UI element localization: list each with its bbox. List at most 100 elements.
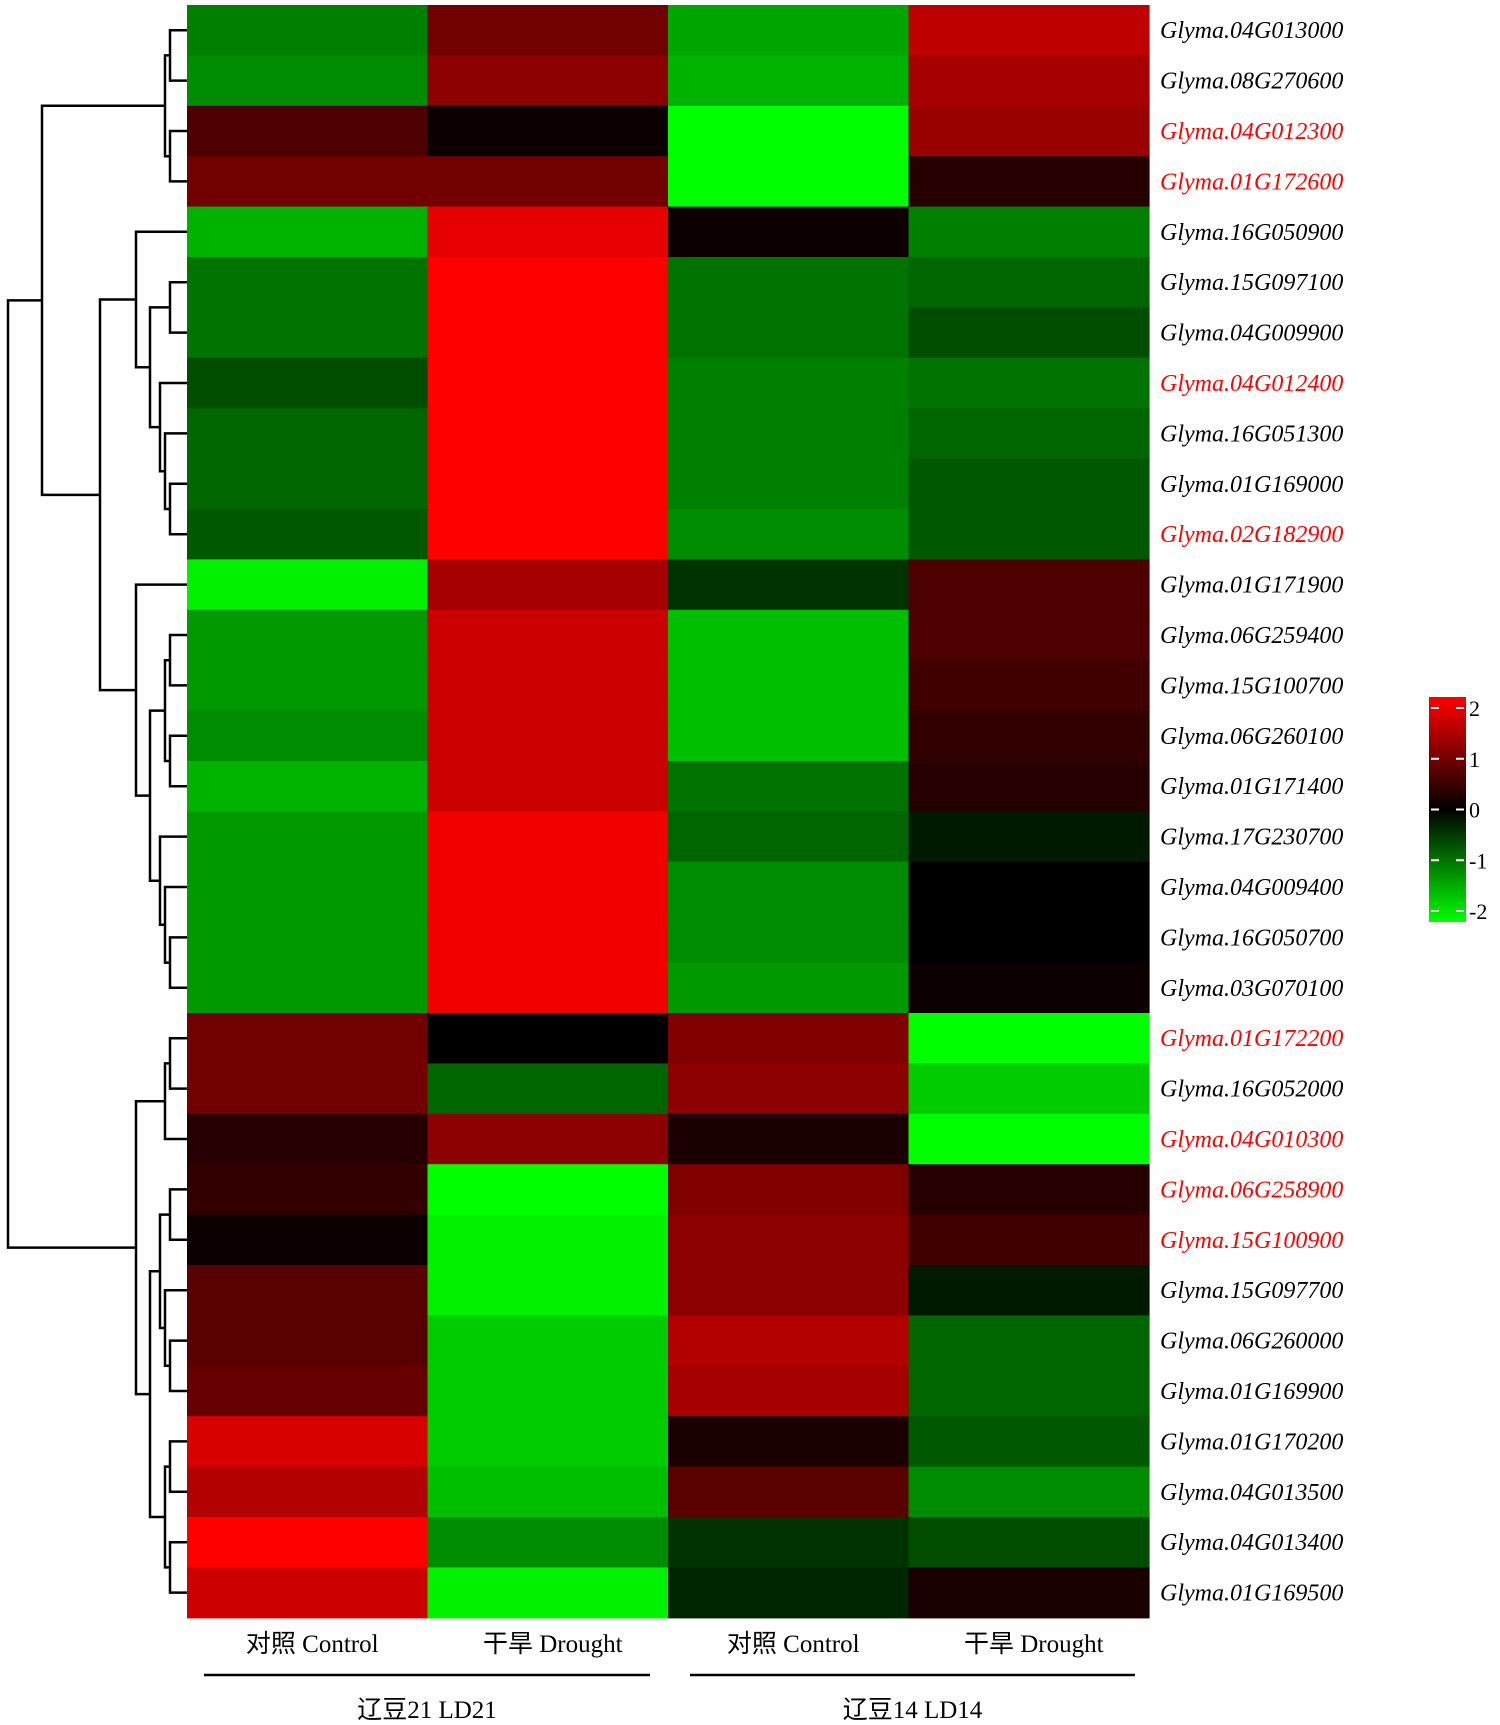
heatmap-cell [908, 811, 1150, 863]
column-label: 对照 Control [246, 1630, 379, 1658]
heatmap-cell [187, 1567, 429, 1619]
heatmap-cell [908, 1214, 1150, 1266]
heatmap-cell [908, 206, 1150, 258]
heatmap-cell [668, 206, 910, 258]
heatmap-cell [187, 1164, 429, 1216]
heatmap-cell [187, 1315, 429, 1367]
heatmap-cell [187, 1517, 429, 1568]
heatmap-cell [427, 5, 669, 56]
heatmap-cell [187, 912, 429, 964]
heatmap-cell [427, 1517, 669, 1568]
heatmap-cell [668, 509, 910, 560]
heatmap-cell [668, 1113, 910, 1165]
heatmap-cell [908, 1365, 1150, 1417]
dendrogram-branch [148, 709, 165, 882]
column-label: 干旱 Drought [964, 1631, 1104, 1658]
heatmap-cell [908, 307, 1150, 359]
colorbar-tick-label: -1 [1469, 848, 1487, 873]
gene-label: Glyma.04G013500 [1160, 1480, 1343, 1506]
heatmap-cell [908, 1113, 1150, 1165]
heatmap-cell [187, 206, 429, 258]
dendrogram-branch [163, 1288, 187, 1368]
heatmap-cell [187, 408, 429, 460]
heatmap-cell [427, 710, 669, 762]
heatmap-cell [427, 1315, 669, 1367]
heatmap-cell [427, 912, 669, 964]
dendrogram-branch [168, 129, 187, 183]
colorbar-tick-label: 0 [1469, 798, 1480, 823]
heatmap-cell [908, 1315, 1150, 1367]
heatmap-cell [668, 1365, 910, 1417]
heatmap-cell [187, 1214, 429, 1266]
heatmap-cell [908, 408, 1150, 460]
dendrogram-branch [134, 583, 187, 797]
gene-label: Glyma.16G051300 [1160, 421, 1343, 447]
gene-label: Glyma.04G009400 [1160, 875, 1343, 901]
heatmap-cell [427, 55, 669, 107]
heatmap-cell [427, 609, 669, 661]
heatmap-cell [427, 1466, 669, 1518]
color-legend: 2 1 0 -1 -2 [1429, 696, 1487, 924]
heatmap-cell [427, 559, 669, 611]
gene-label: Glyma.06G258900 [1160, 1177, 1343, 1203]
heatmap-cell [668, 609, 910, 661]
heatmap-cell [427, 1416, 669, 1468]
row-dendrogram [6, 28, 187, 1594]
gene-label: Glyma.15G097100 [1160, 270, 1343, 296]
heatmap-cell [187, 861, 429, 913]
heatmap-cell [668, 559, 910, 611]
group-label: 辽豆14 LD14 [843, 1697, 983, 1724]
dendrogram-branch [148, 1270, 165, 1519]
heatmap-cell [908, 1013, 1150, 1064]
heatmap-cell [908, 559, 1150, 611]
heatmap-cell [187, 307, 429, 359]
heatmap-cell [908, 609, 1150, 661]
gene-label: Glyma.16G052000 [1160, 1077, 1343, 1103]
heatmap-cell [187, 1365, 429, 1417]
heatmap-cell [908, 912, 1150, 964]
heatmap-cell [668, 408, 910, 460]
gene-label: Glyma.01G170200 [1160, 1429, 1343, 1455]
heatmap-cell [908, 509, 1150, 560]
dendrogram-branch [168, 482, 187, 536]
colorbar-tick-label: 1 [1469, 747, 1480, 772]
heatmap-cell [908, 660, 1150, 712]
gene-label: Glyma.04G013000 [1160, 18, 1343, 44]
gene-label: Glyma.16G050900 [1160, 220, 1343, 246]
gene-label: Glyma.15G097700 [1160, 1278, 1343, 1304]
heatmap-cell [908, 761, 1150, 812]
heatmap-cell [668, 458, 910, 510]
heatmap-cell [427, 962, 669, 1014]
heatmap-cell [427, 811, 669, 863]
heatmap-cell [908, 1063, 1150, 1115]
heatmap-cell [187, 1013, 429, 1064]
dendrogram-branch [168, 734, 187, 788]
dendrogram-branch [168, 936, 187, 990]
heatmap-cell [908, 5, 1150, 56]
gene-label: Glyma.01G171900 [1160, 573, 1343, 599]
colorbar-tick-label: 2 [1469, 696, 1480, 721]
heatmap-cell [908, 458, 1150, 510]
heatmap-cell [187, 660, 429, 712]
dendrogram-branch [168, 1188, 187, 1242]
dendrogram-branch [98, 298, 136, 692]
heatmap-cell [187, 710, 429, 762]
dendrogram-branch [134, 230, 187, 369]
heatmap-cell [427, 458, 669, 510]
gene-label: Glyma.01G169000 [1160, 472, 1343, 498]
heatmap-cell [908, 1265, 1150, 1316]
dendrogram-branch [6, 299, 136, 1249]
heatmap-cell [668, 307, 910, 359]
heatmap-cell [668, 660, 910, 712]
heatmap-cell [187, 1063, 429, 1115]
heatmap-cell [668, 1517, 910, 1568]
heatmap-cell [427, 660, 669, 712]
heatmap-cell [427, 206, 669, 258]
heatmap-cell [187, 257, 429, 308]
heatmap-cell [908, 1567, 1150, 1619]
heatmap-cell [187, 1113, 429, 1165]
gene-label: Glyma.15G100900 [1160, 1228, 1343, 1254]
heatmap-cells [187, 5, 1150, 1619]
heatmap-cell [187, 559, 429, 611]
heatmap-cell [427, 1365, 669, 1417]
